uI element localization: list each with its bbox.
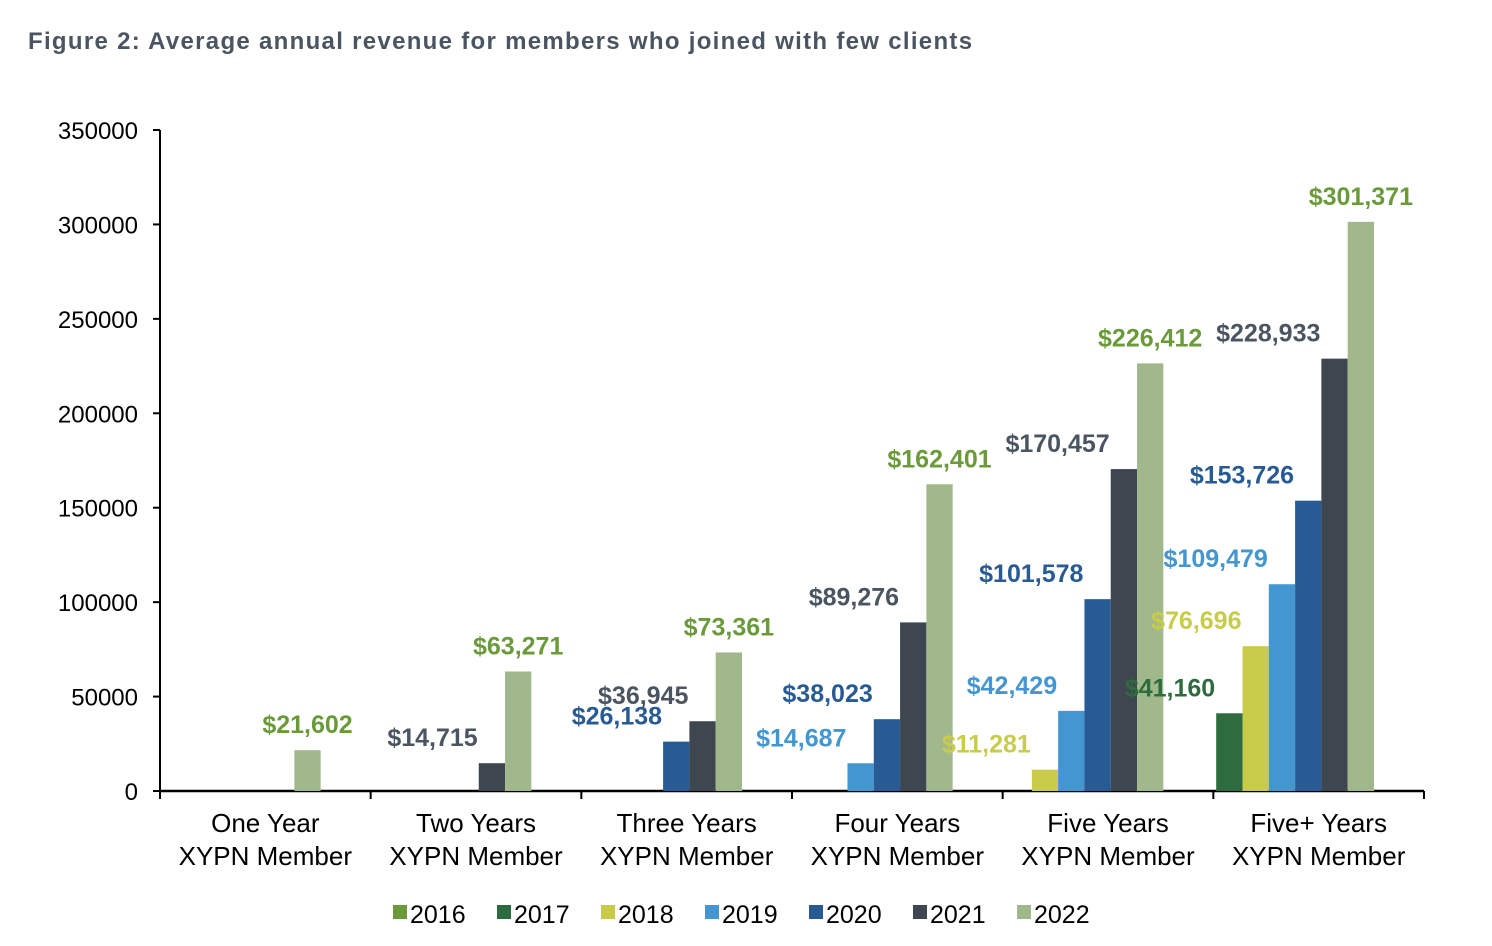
legend-swatch — [809, 905, 823, 919]
data-label: $14,687 — [756, 724, 846, 752]
data-label: $76,696 — [1151, 607, 1241, 635]
data-label: $21,602 — [262, 711, 352, 739]
data-label: $301,371 — [1309, 183, 1413, 211]
data-label: $36,945 — [598, 682, 688, 710]
legend-swatch — [705, 905, 719, 919]
bar — [715, 652, 742, 791]
legend-label: 2022 — [1034, 901, 1090, 929]
data-label: $14,715 — [387, 724, 477, 752]
data-label: $63,271 — [473, 633, 563, 661]
legend-label: 2021 — [930, 901, 986, 929]
legend-label: 2016 — [410, 901, 466, 929]
bar — [663, 741, 690, 791]
data-label: $162,401 — [887, 445, 991, 473]
bar — [478, 763, 506, 791]
chart-title: Figure 2: Average annual revenue for mem… — [28, 28, 974, 55]
data-label: $73,361 — [684, 613, 774, 641]
legend-swatch — [1017, 905, 1031, 919]
data-label: $89,276 — [809, 583, 899, 611]
x-tick-label: Three Years XYPN Member — [600, 808, 774, 871]
bar — [294, 750, 321, 791]
chart-axes: 0 50000 100000 150000 200000 250000 300000 3500… — [58, 118, 1425, 871]
y-tick-label: 0 — [125, 779, 138, 806]
bar — [1321, 358, 1348, 791]
data-label: $109,479 — [1164, 545, 1268, 573]
legend-label: 2018 — [618, 901, 674, 929]
bar — [1110, 469, 1138, 791]
data-label: $42,429 — [967, 672, 1057, 700]
legend-label: 2019 — [722, 901, 778, 929]
chart-legend: 2016 2017 2018 2019 2020 2021 2022 — [393, 901, 1090, 929]
bar — [1058, 710, 1085, 791]
data-label: $38,023 — [782, 680, 872, 708]
y-tick-label: 150000 — [58, 496, 138, 523]
legend-label: 2020 — [826, 901, 882, 929]
bar — [926, 484, 953, 791]
bar — [1137, 363, 1164, 791]
bar — [505, 671, 532, 791]
x-tick-label: Five+ Years XYPN Member — [1232, 808, 1406, 871]
bar — [1347, 221, 1374, 791]
bar — [1216, 713, 1243, 791]
data-label: $170,457 — [1005, 430, 1109, 458]
y-tick-label: 100000 — [58, 590, 138, 617]
x-tick-label: Four Years XYPN Member — [811, 808, 985, 871]
x-tick-label: Five Years XYPN Member — [1021, 808, 1195, 871]
bar — [1084, 599, 1111, 791]
data-label: $26,138 — [572, 703, 662, 731]
bar — [1031, 769, 1059, 791]
data-label: $153,726 — [1190, 462, 1294, 490]
bar — [873, 719, 901, 791]
y-tick-label: 350000 — [58, 118, 138, 145]
bar — [1268, 584, 1296, 791]
legend-swatch — [393, 905, 407, 919]
x-tick-label: Two Years XYPN Member — [389, 808, 563, 871]
data-label: $101,578 — [979, 560, 1083, 588]
legend-swatch — [601, 905, 615, 919]
y-tick-label: 200000 — [58, 401, 138, 428]
bar — [689, 721, 716, 791]
bar — [1295, 500, 1322, 791]
bar — [1242, 646, 1269, 791]
data-label: $228,933 — [1216, 320, 1320, 348]
legend-label: 2017 — [514, 901, 570, 929]
data-label: $41,160 — [1125, 674, 1215, 702]
x-tick-label: One Year XYPN Member — [179, 808, 353, 871]
data-label: $11,281 — [942, 731, 1031, 759]
legend-swatch — [913, 905, 927, 919]
bar — [900, 622, 927, 791]
legend-swatch — [497, 905, 511, 919]
y-tick-label: 300000 — [58, 212, 138, 239]
bar — [847, 763, 874, 791]
y-tick-label: 250000 — [58, 307, 138, 334]
data-label: $226,412 — [1098, 324, 1202, 352]
chart-data-labels: $41,160 $11,281 $76,696 $14,687 $42,429 $109,… — [262, 183, 1413, 759]
chart-bars — [294, 221, 1374, 791]
y-tick-label: 50000 — [71, 685, 138, 712]
